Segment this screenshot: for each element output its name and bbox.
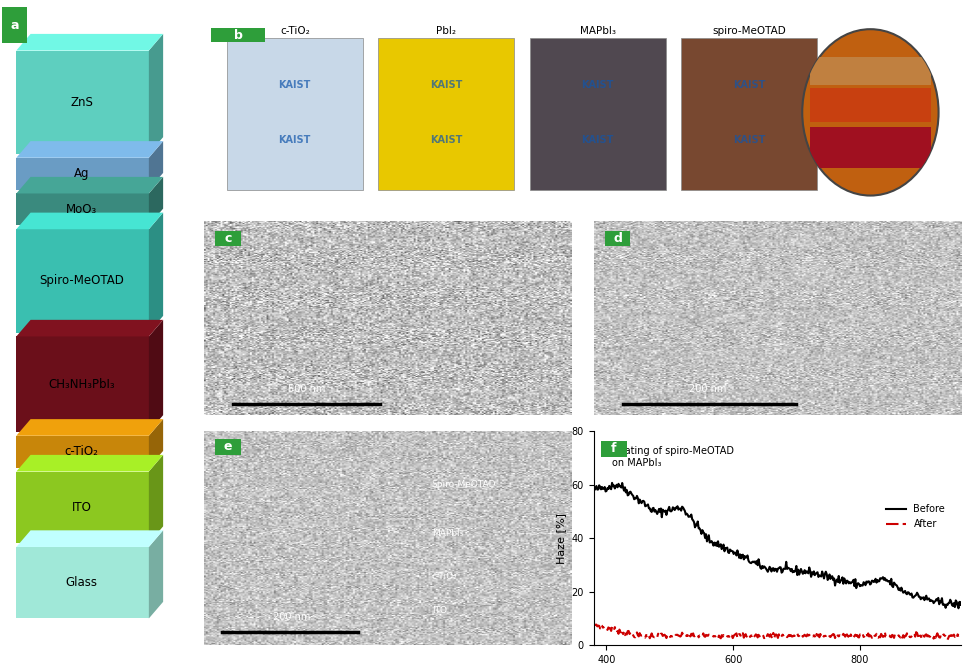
After: [632, 631, 644, 639]
Polygon shape: [149, 320, 163, 432]
Text: c-TiO₂: c-TiO₂: [65, 445, 98, 458]
Before: [587, 485, 599, 493]
After: [854, 634, 865, 642]
Polygon shape: [17, 177, 163, 194]
FancyBboxPatch shape: [810, 127, 931, 168]
Polygon shape: [149, 34, 163, 154]
Text: KAIST: KAIST: [582, 80, 614, 90]
Before: [709, 539, 720, 547]
After: [733, 630, 745, 638]
FancyBboxPatch shape: [810, 88, 931, 122]
Polygon shape: [17, 471, 149, 543]
Polygon shape: [17, 158, 149, 190]
Text: Coating of spiro-MeOTAD
on MAPbI₃: Coating of spiro-MeOTAD on MAPbI₃: [612, 446, 734, 467]
FancyBboxPatch shape: [212, 29, 264, 42]
Polygon shape: [17, 34, 163, 51]
After: [708, 632, 720, 640]
Text: ZnS: ZnS: [70, 96, 93, 108]
Polygon shape: [17, 194, 149, 225]
Text: Spiro-MeOTAD: Spiro-MeOTAD: [39, 275, 124, 287]
Polygon shape: [149, 455, 163, 543]
Ellipse shape: [802, 29, 939, 196]
Text: 200 nm: 200 nm: [688, 384, 726, 394]
Text: d: d: [613, 232, 622, 245]
Before: [856, 581, 868, 589]
Text: KAIST: KAIST: [733, 135, 765, 145]
Before: [606, 479, 618, 487]
FancyBboxPatch shape: [601, 441, 626, 457]
Text: Spiro-MeOTAD: Spiro-MeOTAD: [432, 480, 496, 489]
Polygon shape: [17, 531, 163, 547]
Text: KAIST: KAIST: [430, 80, 462, 90]
Text: MoO₃: MoO₃: [66, 203, 97, 216]
After: [955, 630, 967, 638]
FancyBboxPatch shape: [810, 57, 931, 84]
Polygon shape: [149, 177, 163, 225]
Before: [955, 598, 967, 606]
Polygon shape: [17, 336, 149, 432]
Before: [820, 568, 832, 576]
Before: [734, 551, 746, 559]
Text: ITO: ITO: [72, 501, 91, 514]
Before: [633, 499, 645, 507]
Before: [854, 582, 866, 590]
Polygon shape: [149, 141, 163, 190]
Text: 500 nm: 500 nm: [288, 384, 325, 394]
FancyBboxPatch shape: [2, 7, 26, 43]
Text: c: c: [224, 232, 231, 245]
Text: f: f: [611, 442, 617, 455]
Line: After: After: [593, 622, 961, 640]
Text: ITO: ITO: [432, 606, 447, 615]
Text: MAPbI₃: MAPbI₃: [580, 26, 616, 36]
Polygon shape: [17, 455, 163, 471]
Polygon shape: [149, 213, 163, 332]
Text: spiro-MeOTAD: spiro-MeOTAD: [713, 26, 787, 36]
Before: [953, 604, 964, 612]
FancyBboxPatch shape: [226, 39, 363, 190]
Text: KAIST: KAIST: [279, 80, 311, 90]
FancyBboxPatch shape: [378, 39, 515, 190]
Polygon shape: [149, 419, 163, 467]
Polygon shape: [149, 531, 163, 618]
Text: b: b: [234, 29, 243, 42]
After: [942, 636, 954, 644]
Text: KAIST: KAIST: [430, 135, 462, 145]
After: [587, 618, 599, 626]
Polygon shape: [17, 436, 149, 467]
After: [855, 631, 867, 639]
Legend: Before, After: Before, After: [883, 500, 949, 533]
Text: KAIST: KAIST: [582, 135, 614, 145]
Polygon shape: [17, 547, 149, 618]
Text: Ag: Ag: [74, 167, 89, 180]
Text: e: e: [223, 440, 232, 453]
FancyBboxPatch shape: [605, 231, 630, 246]
Polygon shape: [17, 419, 163, 436]
Text: CH₃NH₃PbI₃: CH₃NH₃PbI₃: [49, 378, 115, 390]
FancyBboxPatch shape: [681, 39, 818, 190]
Line: Before: Before: [593, 483, 961, 608]
FancyBboxPatch shape: [215, 231, 241, 246]
FancyBboxPatch shape: [215, 438, 241, 455]
Y-axis label: Haze [%]: Haze [%]: [556, 513, 566, 563]
Text: KAIST: KAIST: [279, 135, 311, 145]
Text: KAIST: KAIST: [733, 80, 765, 90]
Polygon shape: [17, 320, 163, 336]
Polygon shape: [17, 51, 149, 154]
Text: MAPbI₃: MAPbI₃: [432, 529, 463, 538]
FancyBboxPatch shape: [529, 39, 666, 190]
Polygon shape: [17, 229, 149, 332]
Polygon shape: [17, 141, 163, 158]
Text: 200 nm: 200 nm: [274, 612, 311, 622]
Text: c-TiO₂: c-TiO₂: [280, 26, 310, 36]
After: [820, 632, 831, 640]
Text: a: a: [10, 19, 18, 32]
Text: c-TiO₂: c-TiO₂: [432, 572, 457, 581]
Polygon shape: [17, 213, 163, 229]
Text: Glass: Glass: [66, 576, 97, 589]
Text: PbI₂: PbI₂: [436, 26, 456, 36]
